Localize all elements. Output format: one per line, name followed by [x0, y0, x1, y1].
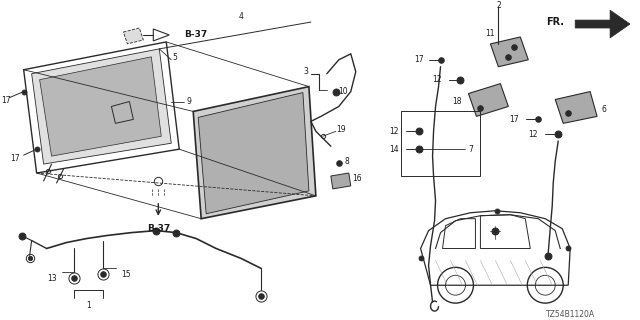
Polygon shape: [31, 49, 172, 164]
Polygon shape: [575, 10, 630, 38]
Text: 17: 17: [509, 115, 519, 124]
Text: 9: 9: [187, 97, 191, 106]
Text: TZ54B1120A: TZ54B1120A: [546, 309, 595, 318]
Text: 3: 3: [303, 67, 308, 76]
Text: 1: 1: [86, 300, 91, 310]
Text: 8: 8: [344, 156, 349, 165]
Text: 19: 19: [336, 125, 346, 134]
Text: 7: 7: [468, 145, 473, 154]
Text: 4: 4: [239, 12, 243, 20]
Text: 2: 2: [496, 1, 500, 10]
Text: 17: 17: [10, 154, 19, 163]
Text: 6: 6: [602, 105, 607, 114]
Text: 17: 17: [414, 55, 424, 64]
Text: FR.: FR.: [546, 17, 564, 27]
Polygon shape: [198, 92, 309, 214]
Text: B-37: B-37: [147, 224, 170, 233]
Polygon shape: [193, 87, 316, 219]
Text: 15: 15: [122, 270, 131, 279]
Polygon shape: [331, 173, 351, 189]
Text: 17: 17: [1, 96, 10, 105]
Text: B-37: B-37: [184, 30, 208, 39]
Text: 11: 11: [486, 29, 495, 38]
Text: 13: 13: [47, 274, 56, 283]
Text: 12: 12: [432, 75, 442, 84]
Polygon shape: [40, 57, 161, 156]
Polygon shape: [556, 92, 597, 123]
Text: 16: 16: [352, 174, 362, 183]
Text: 18: 18: [452, 97, 461, 106]
Text: 12: 12: [389, 127, 399, 136]
Text: 12: 12: [529, 130, 538, 139]
Polygon shape: [124, 28, 143, 44]
Polygon shape: [468, 84, 508, 116]
Polygon shape: [490, 37, 528, 67]
Text: 14: 14: [389, 145, 399, 154]
Text: 10: 10: [338, 87, 348, 96]
Text: 5: 5: [173, 53, 178, 62]
